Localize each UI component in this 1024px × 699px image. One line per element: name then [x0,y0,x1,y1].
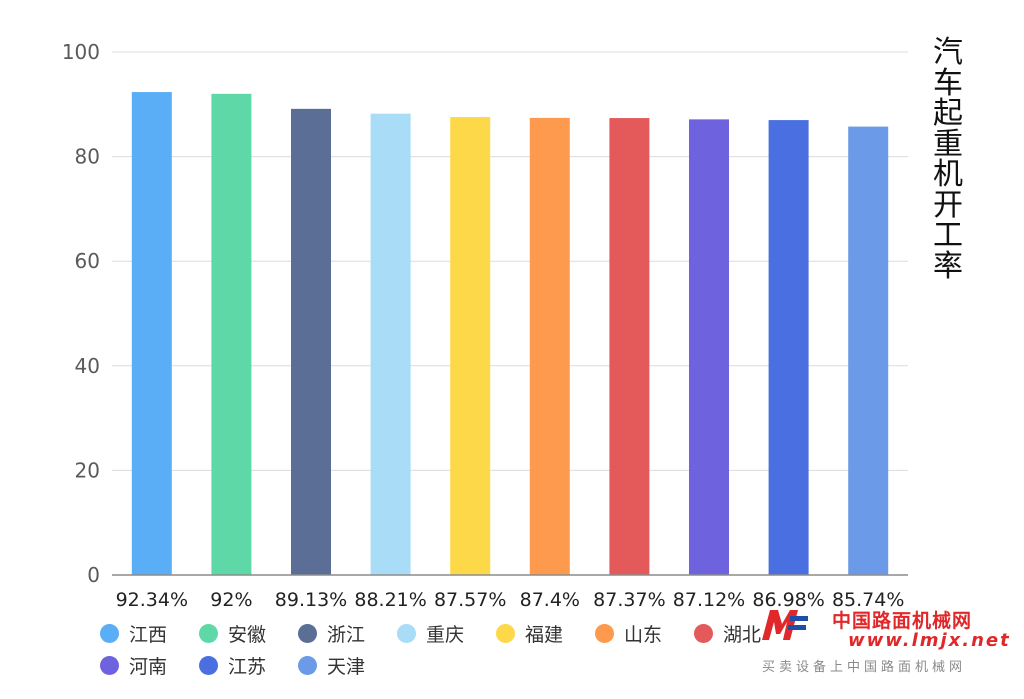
legend-swatch [595,623,614,643]
legend-label: 江西 [129,623,168,646]
legend-label: 浙江 [327,623,366,646]
bar-value-label: 89.13% [275,589,347,611]
watermark-url: www.lmjx.net [848,630,1011,651]
bar [131,92,172,575]
watermark-slogan: 买卖设备上中国路面机械网 [762,660,967,675]
bar [689,119,729,575]
bar [450,117,491,575]
legend-item[interactable]: 天津 [298,652,397,678]
legend-label: 山东 [624,623,663,646]
bar-value-label: 86.98% [752,589,824,611]
watermark: 中国路面机械网 www.lmjx.net 买卖设备上中国路面机械网 [760,600,1015,680]
bar [609,118,650,575]
bar-value-label: 87.57% [434,589,506,611]
legend-item[interactable]: 浙江 [298,620,397,646]
bar [529,117,570,575]
bar [291,108,331,575]
legend-label: 重庆 [426,623,465,646]
legend-label: 安徽 [228,623,267,646]
bar-value-label: 85.74% [832,589,904,611]
bar-value-label: 92.34% [116,589,188,611]
legend-swatch [298,655,317,675]
y-tick-label: 40 [75,354,100,378]
chart-legend: 江西 安徽 浙江 重庆 福建 山东 湖北河南 江苏 天津 [100,620,840,678]
y-tick-label: 60 [75,249,100,273]
legend-swatch [397,623,416,643]
bar-value-label: 87.37% [593,589,665,611]
legend-item[interactable]: 山东 [595,620,694,646]
legend-label: 天津 [327,655,366,678]
legend-item[interactable]: 河南 [100,652,199,678]
legend-item[interactable]: 湖北 [694,620,793,646]
legend-swatch [100,655,119,675]
watermark-site-name: 中国路面机械网 [832,610,973,632]
y-tick-label: 100 [62,40,100,64]
legend-item[interactable]: 安徽 [199,620,298,646]
legend-label: 江苏 [228,655,267,678]
bar [768,120,809,575]
lmjx-logo-icon [762,610,808,640]
legend-swatch [694,623,713,643]
bar [370,113,411,576]
legend-item[interactable]: 福建 [496,620,595,646]
legend-item[interactable]: 江西 [100,620,199,646]
legend-swatch [496,623,515,643]
legend-swatch [199,623,218,643]
legend-swatch [298,623,317,643]
legend-label: 福建 [525,623,564,646]
legend-label: 湖北 [723,623,762,646]
y-axis-title: 汽车起重机开工率 [933,35,963,284]
legend-item[interactable]: 江苏 [199,652,298,678]
bar-value-label: 92% [210,589,252,611]
bar-value-label: 87.12% [673,589,745,611]
legend-label: 河南 [129,655,168,678]
bar-value-label: 88.21% [354,589,426,611]
bar-value-label: 87.4% [520,589,580,611]
bar [848,126,889,575]
legend-item[interactable]: 重庆 [397,620,496,646]
y-tick-label: 0 [87,563,100,587]
legend-swatch [199,655,218,675]
y-tick-label: 20 [75,458,100,482]
bar [211,93,252,575]
y-tick-label: 80 [75,145,100,169]
legend-swatch [100,623,119,643]
